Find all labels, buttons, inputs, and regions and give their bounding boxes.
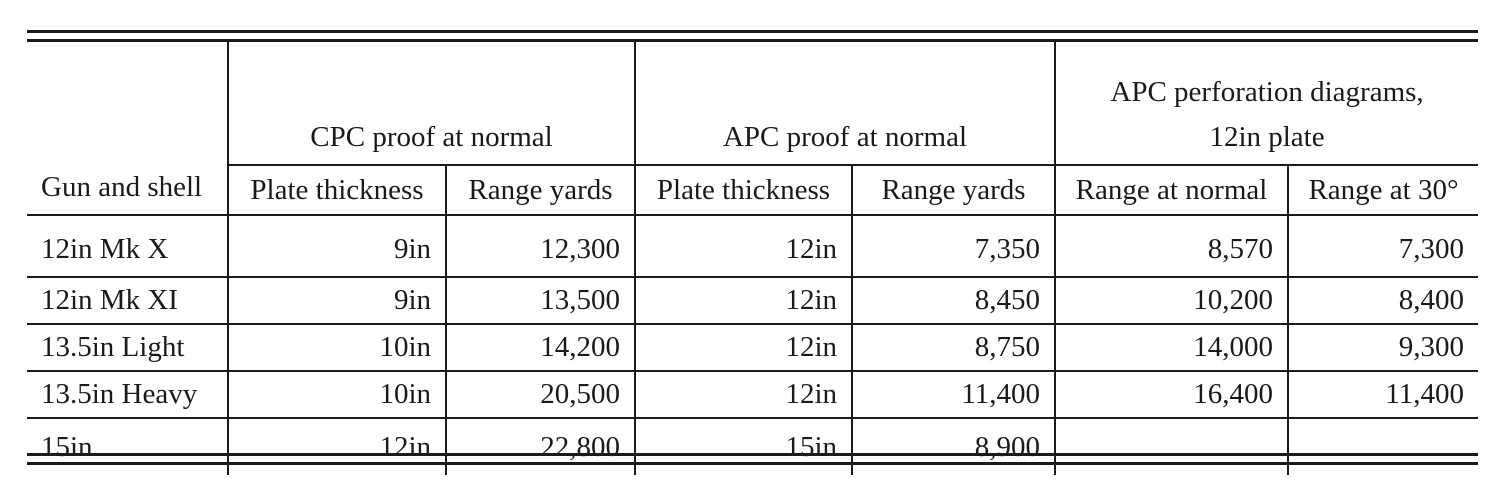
header-apc-perforation-line2: 12in plate xyxy=(1209,121,1325,153)
bottom-rule-outer xyxy=(27,462,1478,465)
table-row: 15in 12in 22,800 15in 8,900 xyxy=(27,417,1479,475)
cell-perf-normal: 14,000 xyxy=(1054,323,1290,372)
cell-apc-range: 8,900 xyxy=(851,417,1057,475)
cell-cpc-plate: 10in xyxy=(227,323,447,372)
cell-cpc-range: 20,500 xyxy=(444,370,637,419)
cell-apc-plate: 12in xyxy=(634,276,854,325)
top-rule-outer xyxy=(27,30,1478,33)
cell-cpc-range: 13,500 xyxy=(444,276,637,325)
table-row: 12in Mk X 9in 12,300 12in 7,350 8,570 7,… xyxy=(27,214,1479,278)
cell-apc-plate: 12in xyxy=(634,370,854,419)
cell-perf-30: 11,400 xyxy=(1287,370,1479,419)
header-apc-plate-thickness: Plate thickness xyxy=(634,164,854,216)
header-apc-proof-label: APC proof at normal xyxy=(722,121,968,153)
cell-gun: 12in Mk XI xyxy=(27,276,229,325)
cell-perf-30: 9,300 xyxy=(1287,323,1479,372)
cell-gun: 13.5in Heavy xyxy=(27,370,229,419)
cell-perf-normal: 10,200 xyxy=(1054,276,1290,325)
table-row: 13.5in Light 10in 14,200 12in 8,750 14,0… xyxy=(27,323,1479,372)
cell-cpc-plate: 9in xyxy=(227,276,447,325)
cell-apc-plate: 15in xyxy=(634,417,854,475)
header-cpc-range-yards: Range yards xyxy=(444,164,637,216)
cell-apc-range: 7,350 xyxy=(851,214,1057,278)
table-row: 12in Mk XI 9in 13,500 12in 8,450 10,200 … xyxy=(27,276,1479,325)
cell-gun: 12in Mk X xyxy=(27,214,229,278)
cell-perf-normal: 8,570 xyxy=(1054,214,1290,278)
header-apc-proof: APC proof at normal xyxy=(634,42,1057,166)
header-apc-perforation-line1: APC perforation diagrams, xyxy=(1110,76,1424,108)
gun-shell-table: Gun and shell CPC proof at normal APC pr… xyxy=(27,42,1479,475)
cell-cpc-plate: 12in xyxy=(227,417,447,475)
header-apc-range-yards: Range yards xyxy=(851,164,1057,216)
cell-cpc-range: 12,300 xyxy=(444,214,637,278)
cell-perf-30: 8,400 xyxy=(1287,276,1479,325)
header-gun-and-shell: Gun and shell xyxy=(27,42,229,216)
cell-cpc-range: 14,200 xyxy=(444,323,637,372)
cell-apc-range: 11,400 xyxy=(851,370,1057,419)
top-rule-inner xyxy=(27,39,1478,42)
cell-perf-30 xyxy=(1287,417,1479,475)
cell-apc-range: 8,450 xyxy=(851,276,1057,325)
header-apc-perforation: APC perforation diagrams, 12in plate xyxy=(1054,42,1479,166)
cell-apc-plate: 12in xyxy=(634,214,854,278)
cell-cpc-plate: 10in xyxy=(227,370,447,419)
header-cpc-plate-thickness: Plate thickness xyxy=(228,164,447,216)
cell-perf-normal xyxy=(1054,417,1290,475)
header-cpc-proof-label: CPC proof at normal xyxy=(310,121,553,153)
cell-gun: 15in xyxy=(27,417,229,475)
header-range-at-normal: Range at normal xyxy=(1054,164,1290,216)
cell-apc-range: 8,750 xyxy=(851,323,1057,372)
cell-gun: 13.5in Light xyxy=(27,323,229,372)
data-table-container: Gun and shell CPC proof at normal APC pr… xyxy=(27,42,1479,475)
cell-perf-30: 7,300 xyxy=(1287,214,1479,278)
header-range-at-30: Range at 30° xyxy=(1287,164,1479,216)
header-cpc-proof: CPC proof at normal xyxy=(226,42,637,166)
bottom-rule-inner xyxy=(27,453,1478,456)
cell-cpc-range: 22,800 xyxy=(444,417,637,475)
table-row: 13.5in Heavy 10in 20,500 12in 11,400 16,… xyxy=(27,370,1479,419)
cell-perf-normal: 16,400 xyxy=(1054,370,1290,419)
cell-cpc-plate: 9in xyxy=(227,214,447,278)
cell-apc-plate: 12in xyxy=(634,323,854,372)
header-sub-row: Plate thickness Range yards Plate thickn… xyxy=(27,164,1479,216)
header-group-row: Gun and shell CPC proof at normal APC pr… xyxy=(27,42,1479,216)
